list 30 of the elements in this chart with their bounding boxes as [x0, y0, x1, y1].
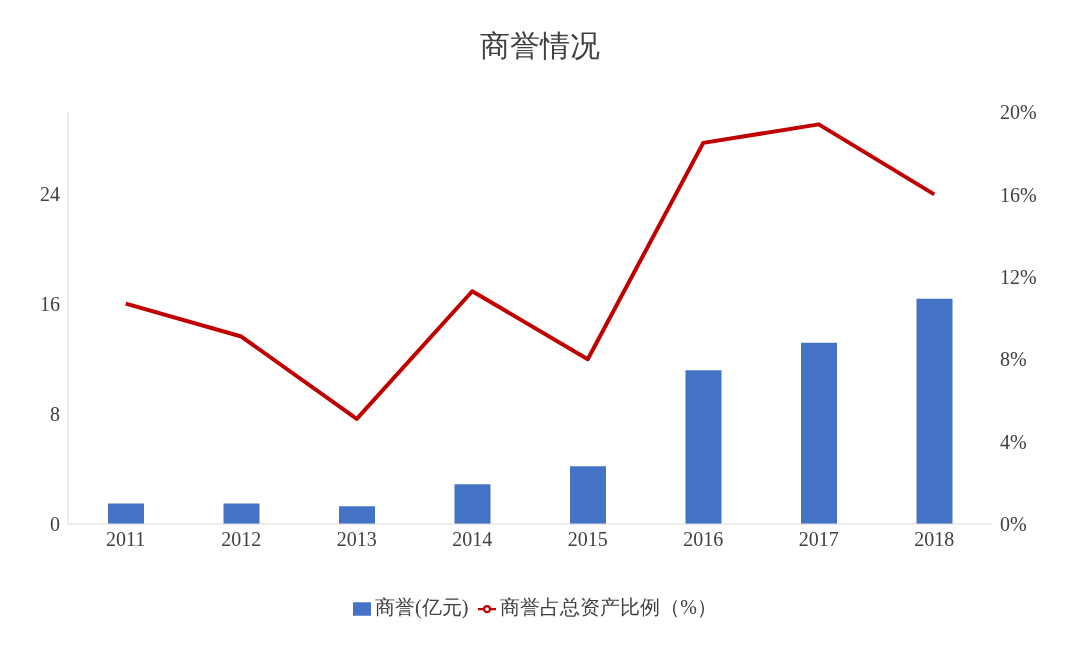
y-tick-label: 24	[40, 183, 60, 206]
bar	[223, 503, 260, 524]
bar	[339, 506, 375, 524]
bar	[916, 298, 953, 524]
bar	[801, 342, 837, 524]
x-tick-label: 2014	[452, 528, 493, 551]
x-tick-label: 2016	[683, 528, 724, 551]
y2-tick-label: 16%	[1000, 183, 1037, 206]
x-tick-label: 2013	[336, 528, 377, 551]
x-tick-label: 2017	[798, 528, 839, 551]
x-tick-label: 2018	[914, 528, 955, 551]
x-tick-label: 2011	[106, 528, 146, 551]
x-tick-label: 2015	[567, 528, 608, 551]
bar	[685, 370, 722, 524]
y2-tick-label: 12%	[1000, 265, 1037, 288]
y2-tick-label: 20%	[1000, 101, 1037, 124]
chart-title: 商誉情况	[479, 28, 601, 64]
bar	[108, 503, 144, 524]
y2-tick-label: 0%	[1000, 513, 1027, 536]
line-series	[123, 122, 937, 421]
x-tick-label: 2012	[221, 528, 262, 551]
bar	[454, 484, 491, 524]
y-tick-label: 16	[40, 293, 60, 316]
y-tick-label: 8	[50, 403, 60, 426]
bar	[570, 466, 606, 524]
y2-tick-label: 4%	[1000, 430, 1027, 453]
legend-label: 商誉(亿元)	[375, 596, 469, 618]
legend-label: 商誉占总资产比例（%）	[500, 596, 717, 618]
y-tick-label: 0	[50, 513, 60, 535]
y2-tick-label: 8%	[1000, 348, 1027, 371]
